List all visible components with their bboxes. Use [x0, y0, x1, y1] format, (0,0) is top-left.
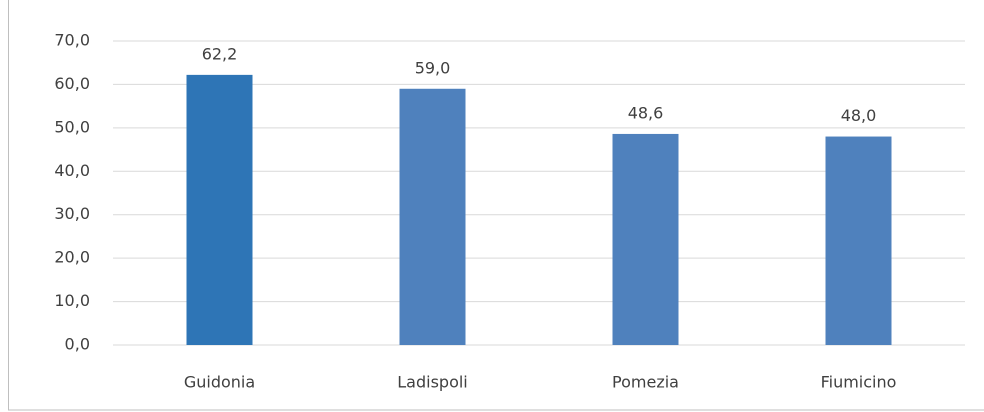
x-tick-label: Guidonia: [184, 373, 255, 392]
x-tick-label: Fiumicino: [821, 373, 897, 392]
bar: [186, 74, 253, 346]
value-label: 62,2: [202, 44, 238, 63]
y-tick-label: 30,0: [54, 204, 90, 223]
bar: [612, 133, 679, 345]
y-tick-label: 10,0: [54, 291, 90, 310]
y-tick-label: 40,0: [54, 161, 90, 180]
y-tick-label: 50,0: [54, 117, 90, 136]
chart-border: [8, 0, 984, 411]
y-tick-label: 20,0: [54, 248, 90, 267]
x-tick-label: Ladispoli: [397, 373, 468, 392]
x-tick-label: Pomezia: [612, 373, 679, 392]
y-tick-label: 70,0: [54, 31, 90, 50]
y-tick-label: 60,0: [54, 74, 90, 93]
value-label: 48,6: [628, 103, 664, 122]
y-tick-label: 0,0: [65, 335, 90, 354]
value-label: 59,0: [415, 58, 451, 77]
bar: [399, 88, 466, 346]
value-label: 48,0: [841, 106, 877, 125]
bar: [825, 136, 892, 345]
